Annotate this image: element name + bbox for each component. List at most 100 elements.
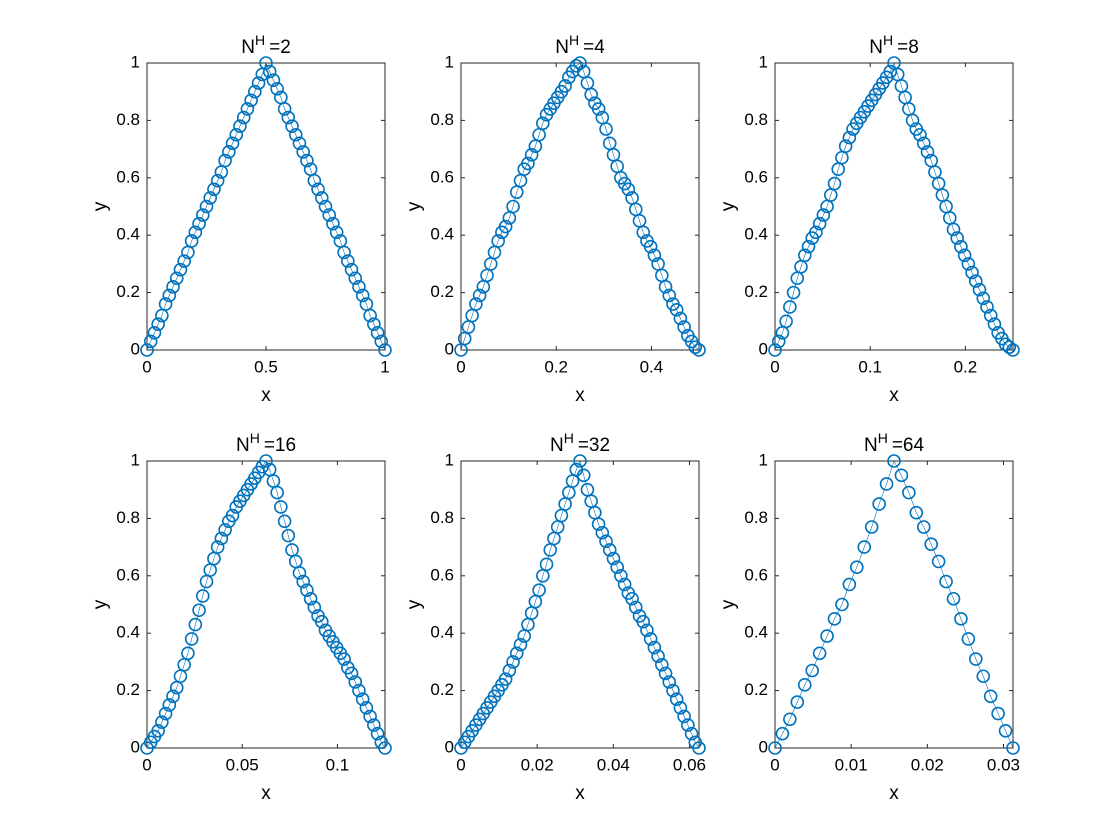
marker (374, 334, 389, 349)
marker (195, 208, 210, 222)
marker (621, 182, 636, 197)
marker (166, 689, 180, 704)
marker (472, 288, 487, 303)
axes-box (146, 62, 386, 351)
x-axis-label: x (575, 783, 585, 804)
marker (677, 709, 691, 724)
marker (322, 208, 337, 222)
marker (502, 663, 517, 678)
marker (584, 87, 598, 102)
marker (344, 666, 359, 681)
marker (775, 726, 790, 741)
marker (236, 110, 251, 125)
x-tick-label: 0.03 (987, 755, 1020, 774)
marker (835, 597, 849, 612)
marker (303, 591, 318, 606)
marker (143, 334, 158, 349)
marker (367, 718, 381, 732)
subplot: 0 0.2 0.4 0.6 0.8 1 0 0.1 0.2 x y NH =8 (718, 32, 1020, 406)
y-tick-label: 0.2 (744, 282, 768, 301)
marker (916, 136, 931, 151)
marker (218, 523, 232, 537)
y-tick-label: 0.8 (430, 110, 454, 129)
marker (950, 231, 965, 245)
marker (838, 139, 853, 154)
marker (842, 130, 857, 145)
x-tick-label: 0 (770, 755, 779, 774)
marker (827, 176, 842, 191)
marker (222, 145, 236, 159)
subplot: 0 0.2 0.4 0.6 0.8 1 0 0.02 0.04 0.06 x y NH =32 (404, 430, 706, 804)
y-tick-label: 0.6 (116, 167, 140, 186)
marker (636, 225, 651, 240)
marker (181, 646, 195, 661)
marker (326, 216, 340, 231)
y-tick-label: 0 (131, 737, 140, 756)
y-tick-label: 0.2 (116, 282, 140, 301)
subplot: 0 0.2 0.4 0.6 0.8 1 0 0.2 0.4 x y NH =4 (404, 32, 706, 406)
marker (965, 265, 979, 280)
marker (359, 701, 374, 715)
y-tick-label: 1 (759, 52, 768, 71)
marker (270, 485, 284, 500)
marker (916, 520, 931, 534)
marker (352, 683, 366, 698)
y-tick-label: 0.8 (116, 110, 140, 129)
marker (169, 271, 184, 286)
marker (337, 245, 351, 260)
marker (151, 317, 165, 331)
marker (591, 517, 606, 531)
title-superscript: H (564, 430, 574, 446)
marker (300, 153, 314, 168)
marker (606, 551, 621, 566)
title-suffix: =64 (892, 435, 925, 456)
marker (771, 334, 786, 349)
marker (972, 282, 987, 297)
marker (636, 614, 651, 629)
x-axis-label: x (889, 783, 899, 804)
marker (184, 632, 199, 646)
marker (184, 234, 199, 248)
y-tick-label: 0.2 (430, 680, 454, 699)
marker (591, 102, 606, 116)
marker (783, 300, 797, 314)
marker (768, 343, 782, 357)
y-tick-label: 0.8 (744, 110, 768, 129)
marker (292, 566, 307, 580)
marker (931, 554, 946, 569)
marker (640, 623, 654, 638)
marker (506, 655, 520, 669)
marker (259, 56, 273, 70)
marker (192, 603, 206, 618)
marker (684, 726, 699, 741)
x-tick-label: 0 (142, 357, 151, 376)
marker (658, 280, 673, 294)
marker (498, 672, 513, 686)
marker (162, 288, 177, 303)
x-tick-label: 0.01 (835, 755, 868, 774)
marker (225, 508, 240, 523)
subplot-title: NH =16 (236, 430, 296, 456)
y-tick-label: 0.6 (430, 167, 454, 186)
marker (210, 540, 225, 554)
y-tick-label: 1 (131, 450, 140, 469)
marker (983, 689, 998, 704)
marker (968, 274, 983, 288)
marker (229, 127, 244, 142)
x-tick-label: 0.06 (673, 755, 706, 774)
x-tick-label: 0.1 (326, 755, 350, 774)
marker (991, 706, 1005, 721)
marker (1006, 741, 1020, 755)
marker (240, 102, 255, 116)
marker (797, 678, 812, 692)
marker (790, 695, 805, 709)
marker (924, 537, 938, 552)
y-axis-label: y (90, 201, 111, 211)
marker (355, 692, 370, 707)
marker (812, 216, 827, 231)
marker (558, 79, 572, 93)
x-tick-label: 0.04 (597, 755, 630, 774)
marker (783, 712, 797, 727)
marker (913, 127, 927, 142)
marker (177, 254, 191, 268)
